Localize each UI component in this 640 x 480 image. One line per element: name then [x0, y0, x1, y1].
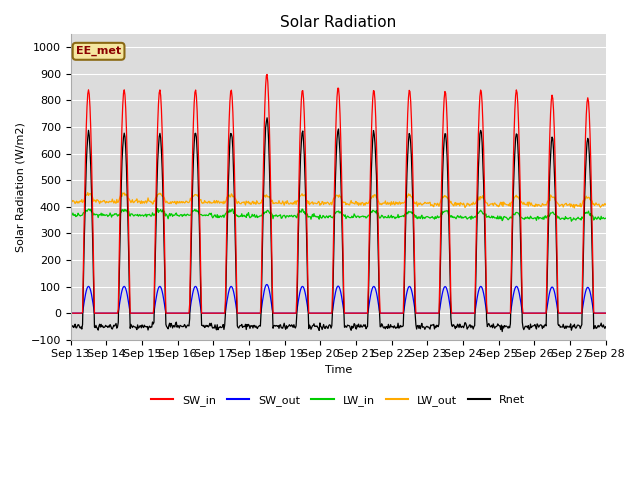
LW_in [132, 212, 140, 217]
X-axis label: Time: Time [324, 365, 352, 375]
LW_in [404, 211, 412, 217]
LW_in [568, 218, 575, 224]
SW_in [67, 310, 74, 316]
Rnet [263, 115, 271, 120]
LW_out [132, 197, 140, 203]
SW_out [214, 310, 222, 316]
LW_out [404, 193, 412, 199]
LW_in [67, 211, 74, 217]
LW_in [77, 213, 84, 219]
SW_in [77, 310, 84, 316]
SW_out [263, 282, 271, 288]
LW_out [84, 190, 92, 195]
Line: SW_out: SW_out [70, 285, 605, 313]
Line: LW_out: LW_out [70, 192, 605, 208]
SW_out [404, 287, 412, 292]
Rnet [404, 153, 412, 158]
Rnet [67, 323, 74, 329]
SW_out [419, 310, 427, 316]
LW_out [419, 201, 427, 206]
LW_in [154, 205, 161, 211]
SW_in [419, 310, 427, 316]
Rnet [132, 324, 140, 330]
SW_out [67, 310, 74, 316]
Text: EE_met: EE_met [76, 46, 121, 57]
LW_out [77, 198, 84, 204]
Rnet [214, 327, 222, 333]
Rnet [77, 325, 84, 331]
Legend: SW_in, SW_out, LW_in, LW_out, Rnet: SW_in, SW_out, LW_in, LW_out, Rnet [147, 391, 530, 411]
Rnet [602, 324, 609, 330]
Line: SW_in: SW_in [70, 74, 605, 313]
SW_out [132, 310, 140, 316]
SW_in [186, 300, 193, 306]
LW_out [67, 199, 74, 204]
Title: Solar Radiation: Solar Radiation [280, 15, 396, 30]
SW_in [602, 310, 609, 316]
LW_in [419, 215, 427, 220]
SW_out [77, 310, 84, 316]
SW_in [263, 72, 271, 77]
SW_in [132, 310, 140, 316]
LW_out [570, 205, 578, 211]
Line: Rnet: Rnet [70, 118, 605, 332]
SW_out [186, 309, 193, 315]
SW_in [214, 310, 222, 316]
LW_out [602, 202, 609, 207]
LW_in [602, 216, 609, 221]
Line: LW_in: LW_in [70, 208, 605, 221]
LW_out [215, 198, 223, 204]
Rnet [419, 324, 427, 330]
Y-axis label: Solar Radiation (W/m2): Solar Radiation (W/m2) [15, 122, 25, 252]
LW_in [215, 213, 223, 219]
LW_out [187, 195, 195, 201]
LW_in [187, 212, 195, 218]
Rnet [499, 329, 506, 335]
SW_out [602, 310, 609, 316]
SW_in [404, 111, 412, 117]
Rnet [186, 316, 193, 322]
